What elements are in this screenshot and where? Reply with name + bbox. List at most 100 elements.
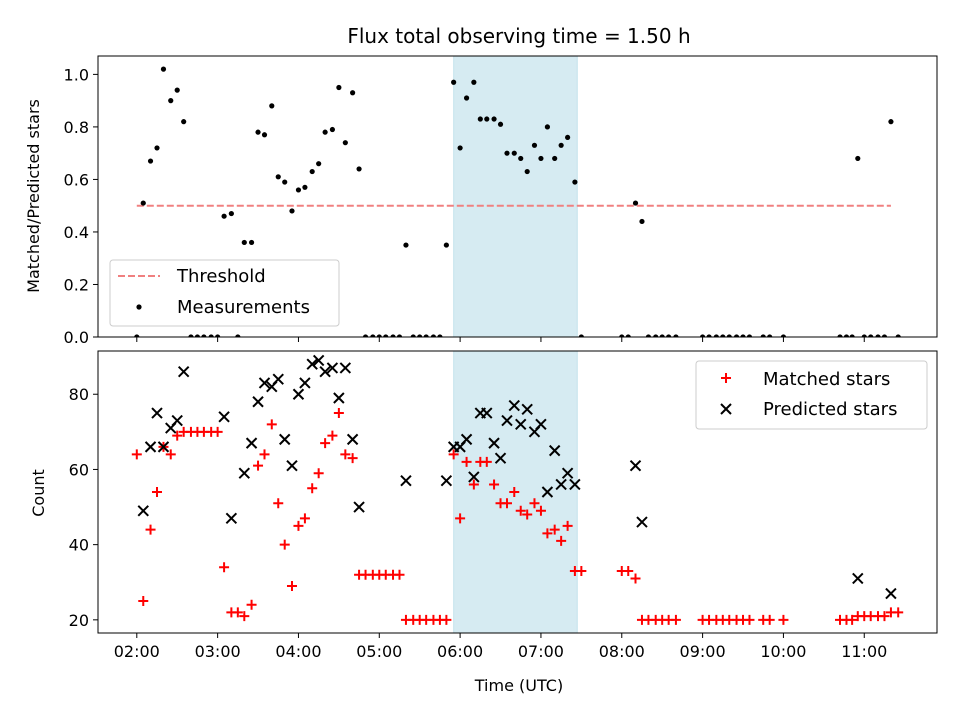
predicted-star-point <box>561 467 574 479</box>
measurement-point <box>261 132 268 138</box>
matched-star-point <box>468 479 479 490</box>
measurement-point <box>417 334 423 337</box>
x-tick-label: 09:00 <box>680 642 726 661</box>
legend-threshold-label: Threshold <box>176 266 266 287</box>
predicted-star-point <box>238 467 251 479</box>
matched-star-point <box>556 535 567 546</box>
matched-star-point <box>266 419 277 430</box>
predicted-star-point <box>339 362 352 374</box>
predicted-star-point <box>636 516 648 528</box>
measurement-point <box>713 334 719 337</box>
measurement-point <box>451 79 457 85</box>
matched-star-point <box>172 430 183 441</box>
measurement-point <box>235 334 241 337</box>
matched-star-point <box>219 562 230 573</box>
measurement-point <box>767 334 773 337</box>
measurement-point <box>383 334 389 337</box>
top-axes-frame <box>97 55 938 338</box>
measurement-point <box>849 334 855 337</box>
matched-star-point <box>313 468 324 479</box>
measurement-point <box>868 334 874 337</box>
predicted-star-point <box>468 471 480 483</box>
top-y-tick-label: 0.4 <box>64 223 89 242</box>
measurement-point <box>645 334 652 337</box>
measurement-point <box>531 142 538 148</box>
predicted-star-point <box>258 377 271 389</box>
matched-star-point <box>455 513 466 524</box>
matched-star-point <box>481 456 492 467</box>
measurement-point <box>295 187 302 193</box>
measurement-point <box>837 334 843 337</box>
predicted-star-point <box>481 407 493 419</box>
predicted-star-point <box>541 486 554 498</box>
measurement-point <box>430 334 437 337</box>
measurement-point <box>653 334 659 337</box>
legend-matched-label: Matched stars <box>763 369 890 390</box>
measurement-point <box>370 334 376 337</box>
matched-star-point <box>764 614 775 625</box>
predicted-star-point <box>306 358 318 370</box>
measurement-point <box>843 334 850 337</box>
matched-star-point <box>212 426 223 437</box>
matched-star-point <box>320 438 331 449</box>
measurement-point <box>491 116 497 122</box>
measurement-point <box>410 334 416 337</box>
predicted-star-point <box>515 418 527 431</box>
x-axis-label: Time (UTC) <box>474 676 563 695</box>
measurement-point <box>720 334 726 337</box>
matched-star-point <box>286 581 297 591</box>
predicted-star-point <box>508 399 520 412</box>
measurement-point <box>733 334 740 337</box>
measurement-point <box>228 210 234 217</box>
x-tick-label: 03:00 <box>195 642 241 661</box>
measurement-point <box>201 334 207 337</box>
bottom-legend: Matched stars Predicted stars <box>695 360 928 430</box>
matched-star-point <box>461 456 472 467</box>
bottom-series-0 <box>131 408 904 625</box>
bottom-y-tick-label: 20 <box>69 611 89 630</box>
predicted-star-point <box>555 478 567 491</box>
predicted-star-point <box>144 441 157 453</box>
legend-measurements-swatch <box>136 304 142 310</box>
measurement-point <box>329 126 336 133</box>
measurement-point <box>639 218 645 225</box>
measurement-point <box>518 155 524 162</box>
x-tick-label: 05:00 <box>356 642 402 661</box>
legend-predicted-label: Predicted stars <box>763 399 897 420</box>
matched-star-point <box>441 614 452 625</box>
matched-star-point <box>273 498 284 509</box>
predicted-star-point <box>460 433 473 446</box>
top-y-axis-label: Matched/Predicted stars <box>24 99 43 293</box>
bottom-y-tick-label: 40 <box>69 536 89 555</box>
bottom-y-tick-label: 60 <box>69 460 89 479</box>
matched-star-point <box>253 460 264 471</box>
x-tick-label: 08:00 <box>599 642 645 661</box>
top-plot-area <box>134 56 901 337</box>
measurement-point <box>188 334 194 337</box>
matched-star-point <box>327 430 338 441</box>
top-y-tick-label: 0.6 <box>64 170 89 189</box>
matched-star-point <box>515 505 526 516</box>
top-highlight-span <box>453 56 578 337</box>
predicted-star-point <box>488 437 500 449</box>
measurement-point <box>746 334 753 337</box>
predicted-star-point <box>333 392 345 404</box>
measurement-point <box>350 90 356 96</box>
predicted-star-point <box>521 403 533 415</box>
predicted-star-point <box>177 365 190 378</box>
bottom-series-1 <box>137 354 897 600</box>
measurement-point <box>208 334 214 337</box>
x-tick-label: 10:00 <box>760 642 806 661</box>
predicted-star-point <box>400 475 412 487</box>
measurement-point <box>780 334 787 337</box>
measurement-point <box>511 150 517 156</box>
predicted-star-point <box>535 418 547 431</box>
measurement-point <box>895 334 901 337</box>
bottom-y-axis-label: Count <box>29 469 48 517</box>
measurement-point <box>316 161 322 167</box>
predicted-star-point <box>272 373 284 385</box>
matched-star-point <box>448 449 459 460</box>
measurement-point <box>275 174 281 180</box>
x-tick-label: 04:00 <box>275 642 321 661</box>
x-tick-label: 06:00 <box>437 642 483 661</box>
